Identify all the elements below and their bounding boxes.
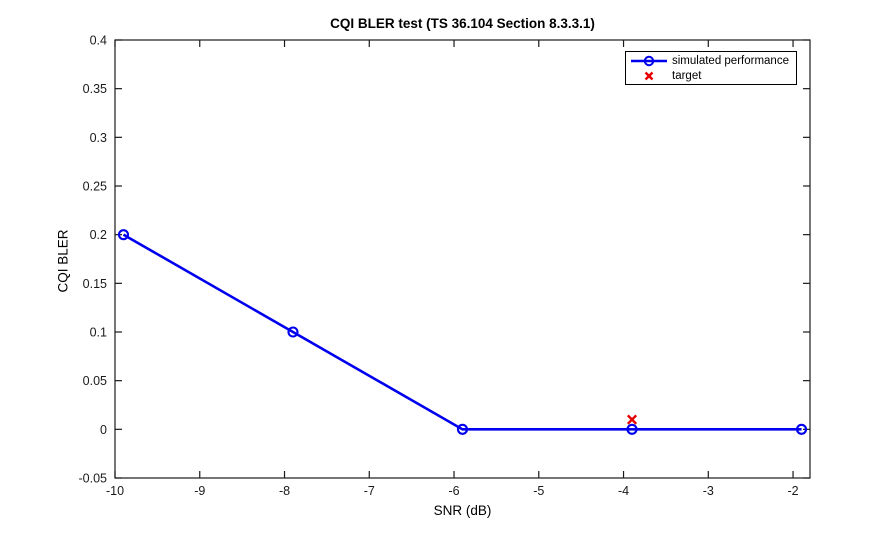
svg-text:-5: -5 [533,484,544,498]
svg-text:-6: -6 [448,484,459,498]
svg-text:-9: -9 [194,484,205,498]
series-simulated-performance [117,229,808,435]
line-circle-marker-icon [626,55,672,67]
svg-text:-10: -10 [106,484,124,498]
svg-text:-4: -4 [618,484,629,498]
legend-label: simulated performance [672,54,789,67]
svg-text:0.3: 0.3 [90,131,107,145]
y-axis-ticks: -0.05 0 0.05 0.1 0.15 0.2 0.25 0.3 0.35 0.4 [79,34,810,486]
svg-text:0.25: 0.25 [83,180,107,194]
svg-text:-3: -3 [703,484,714,498]
legend-item-target: target [626,68,796,83]
svg-text:0.35: 0.35 [83,82,107,96]
legend: simulated performance target [625,51,797,85]
svg-text:0: 0 [100,423,107,437]
svg-text:-2: -2 [787,484,798,498]
series-target [626,414,638,425]
plot-box [114,39,811,479]
svg-text:0.15: 0.15 [83,277,107,291]
svg-text:0.4: 0.4 [90,34,107,48]
svg-text:-7: -7 [364,484,375,498]
svg-text:0.1: 0.1 [90,326,107,340]
legend-item-simulated-performance: simulated performance [626,53,796,68]
svg-text:-8: -8 [279,484,290,498]
svg-text:0.05: 0.05 [83,374,107,388]
x-marker-icon [626,70,672,82]
y-axis-label: CQI BLER [55,229,71,293]
svg-text:0.2: 0.2 [90,228,107,242]
x-axis-ticks: -10 -9 -8 -7 -6 -5 -4 -3 -2 [106,40,799,498]
legend-label: target [672,69,702,82]
chart-title: CQI BLER test (TS 36.104 Section 8.3.3.1… [330,16,595,31]
x-axis-label: SNR (dB) [433,503,492,518]
svg-text:-0.05: -0.05 [79,472,108,486]
